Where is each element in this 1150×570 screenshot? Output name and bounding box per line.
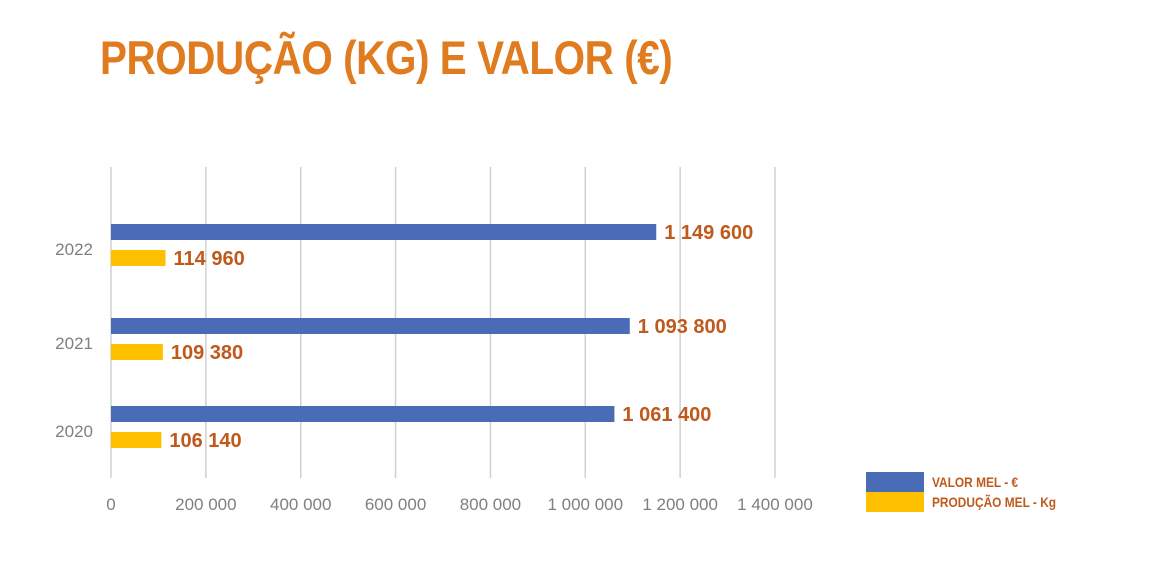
y-tick-label: 2021 xyxy=(55,334,93,353)
data-label-valor: 1 149 600 xyxy=(664,222,753,244)
legend-swatch-valor xyxy=(866,472,924,492)
x-tick-label: 1 200 000 xyxy=(642,495,718,514)
legend-label-valor: VALOR MEL - € xyxy=(932,474,1019,490)
bar-valor xyxy=(111,318,630,334)
y-tick-label: 2020 xyxy=(55,422,93,441)
x-tick-label: 200 000 xyxy=(175,495,236,514)
bar-producao xyxy=(111,344,163,360)
y-tick-label: 2022 xyxy=(55,240,93,259)
chart-title: PRODUÇÃO (KG) E VALOR (€) xyxy=(100,31,673,84)
data-label-producao: 106 140 xyxy=(169,430,241,452)
legend-item-producao: PRODUÇÃO MEL - Kg xyxy=(866,492,1078,512)
data-label-producao: 114 960 xyxy=(174,248,245,270)
bar-producao xyxy=(111,250,166,266)
x-tick-label: 800 000 xyxy=(460,495,521,514)
x-tick-label: 0 xyxy=(106,495,115,514)
legend-swatch-producao xyxy=(866,492,924,512)
x-tick-label: 1 000 000 xyxy=(547,495,623,514)
data-label-valor: 1 061 400 xyxy=(622,404,711,426)
legend-item-valor: VALOR MEL - € xyxy=(866,472,1078,492)
legend-label-producao: PRODUÇÃO MEL - Kg xyxy=(932,494,1057,510)
x-tick-label: 400 000 xyxy=(270,495,331,514)
bar-valor xyxy=(111,224,657,240)
data-label-valor: 1 093 800 xyxy=(638,316,727,338)
x-tick-label: 600 000 xyxy=(365,495,426,514)
bar-valor xyxy=(111,406,615,422)
bar-producao xyxy=(111,432,162,448)
data-label-producao: 109 380 xyxy=(171,342,243,364)
chart-legend: VALOR MEL - € PRODUÇÃO MEL - Kg xyxy=(866,472,1078,512)
x-tick-label: 1 400 000 xyxy=(737,495,813,514)
